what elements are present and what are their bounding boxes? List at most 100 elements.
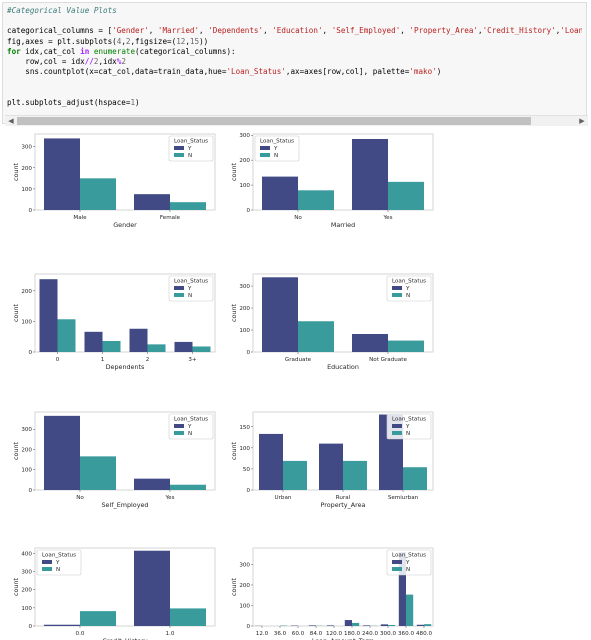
y-axis-label: count <box>230 577 238 596</box>
bar-n-180-0 <box>352 622 360 626</box>
x-tick-label: 360.0 <box>398 631 414 637</box>
code-line <box>7 77 582 87</box>
x-axis-label: Gender <box>113 221 137 229</box>
y-tick-label: 0 <box>246 488 250 494</box>
y-tick-label: 0 <box>246 624 250 630</box>
bar-n-yes <box>170 484 206 490</box>
legend-swatch-n <box>174 153 184 157</box>
code-token: ,figsize=( <box>130 36 177 46</box>
bar-n-1-0 <box>170 608 206 626</box>
x-tick-label: 3+ <box>188 357 197 363</box>
y-tick-label: 0 <box>28 488 32 494</box>
x-tick-label: Urban <box>275 495 292 501</box>
code-token: 1 <box>130 97 136 107</box>
y-tick-label: 300 <box>21 145 32 151</box>
y-axis-label: count <box>12 162 20 181</box>
code-token: ,idx <box>98 56 117 66</box>
legend-title: Loan_Status <box>174 279 208 285</box>
bar-y-480-0 <box>416 624 424 626</box>
y-tick-label: 100 <box>239 446 250 452</box>
code-line: #Categorical Value Plots <box>7 6 582 16</box>
code-editor[interactable]: #Categorical Value Plots categorical_colu… <box>7 6 582 108</box>
legend-swatch-n <box>392 293 402 297</box>
bar-n-graduate <box>298 321 334 352</box>
y-tick-label: 300 <box>239 284 250 290</box>
code-line: row,col = idx//2,idx%2 <box>7 57 582 67</box>
code-cell[interactable]: #Categorical Value Plots categorical_colu… <box>2 2 588 126</box>
horizontal-scrollbar[interactable]: ◀ ▶ <box>5 115 588 126</box>
x-axis-label: Dependents <box>106 363 145 371</box>
y-tick-label: 300 <box>239 133 250 139</box>
legend-label: Y <box>273 146 278 152</box>
legend-label: N <box>188 153 192 159</box>
legend-title: Loan_Status <box>392 553 426 559</box>
bar-y-84-0 <box>308 625 316 626</box>
x-tick-label: 480.0 <box>416 631 432 637</box>
bar-n-female <box>170 202 206 210</box>
x-tick-label: No <box>294 215 302 221</box>
bar-y-240-0 <box>362 625 370 626</box>
legend-label: N <box>56 567 60 573</box>
chart-education: 0 100 200 300 count Graduate Not Graduate Educa… <box>230 273 434 371</box>
bar-y-graduate <box>262 277 298 352</box>
code-token: categorical_columns = [ <box>7 26 113 36</box>
bar-n-0 <box>57 319 76 352</box>
code-token: row,col = idx <box>7 56 85 66</box>
scroll-left-arrow-icon[interactable]: ◀ <box>8 117 14 125</box>
legend-swatch-n <box>260 153 270 157</box>
code-token: , <box>185 36 190 46</box>
x-tick-label: Graduate <box>285 357 312 363</box>
code-token: plt.subplots_adjust(hspace= <box>7 97 131 107</box>
code-token: 'Gender' <box>112 26 149 36</box>
code-token: , <box>199 26 209 36</box>
x-tick-label: 0 <box>56 357 60 363</box>
y-tick-label: 200 <box>21 289 32 295</box>
bar-y-180-0 <box>344 620 352 626</box>
scroll-right-arrow-icon[interactable]: ▶ <box>579 117 585 125</box>
y-axis-label: count <box>230 162 238 181</box>
legend-title: Loan_Status <box>260 139 294 145</box>
y-tick-label: 0 <box>28 350 32 356</box>
bar-y-yes <box>352 138 388 210</box>
y-axis-label: count <box>12 441 20 460</box>
y-tick-label: 100 <box>239 328 250 334</box>
y-tick-label: 200 <box>21 166 32 172</box>
chart-self-employed: 0 100 200 300 count No Yes Self_Employed Loan_St… <box>12 411 216 509</box>
code-token: 'Education' <box>272 26 323 36</box>
bar-y-not-graduate <box>352 333 388 352</box>
y-tick-label: 150 <box>239 425 250 431</box>
legend-label: Y <box>55 560 60 566</box>
scrollbar-thumb[interactable] <box>17 117 531 125</box>
code-token: (categorical_columns): <box>135 46 236 56</box>
code-token: , <box>322 26 332 36</box>
y-tick-label: 300 <box>239 562 250 568</box>
legend-label: N <box>188 431 192 437</box>
y-tick-label: 100 <box>239 183 250 189</box>
legend-swatch-n <box>174 293 184 297</box>
code-token: )) <box>199 36 209 46</box>
y-tick-label: 200 <box>21 588 32 594</box>
x-tick-label: 2 <box>146 357 150 363</box>
code-token: 'mako' <box>409 67 437 77</box>
code-token: , <box>555 26 561 36</box>
bar-y-1 <box>84 331 103 352</box>
legend-label: Y <box>405 560 410 566</box>
legend-label: Y <box>187 424 192 430</box>
y-axis-label: count <box>230 441 238 460</box>
code-line <box>7 88 582 98</box>
x-tick-label: 84.0 <box>310 631 323 637</box>
code-token: in <box>80 46 90 56</box>
code-line: plt.subplots_adjust(hspace=1) <box>7 98 582 108</box>
y-axis-label: count <box>230 303 238 322</box>
chart-gender: 0 100 200 300 count Male Female Gender Loan_Stat… <box>12 133 216 229</box>
code-token: 'Credit_History' <box>482 26 556 36</box>
chart-loan-amount-term: 0 100 200 300 count 12.0 36.0 60.0 84.0 120.0 180.… <box>230 547 434 640</box>
code-token: 'Loan_Status' <box>226 67 286 77</box>
legend-swatch-y <box>174 146 184 150</box>
